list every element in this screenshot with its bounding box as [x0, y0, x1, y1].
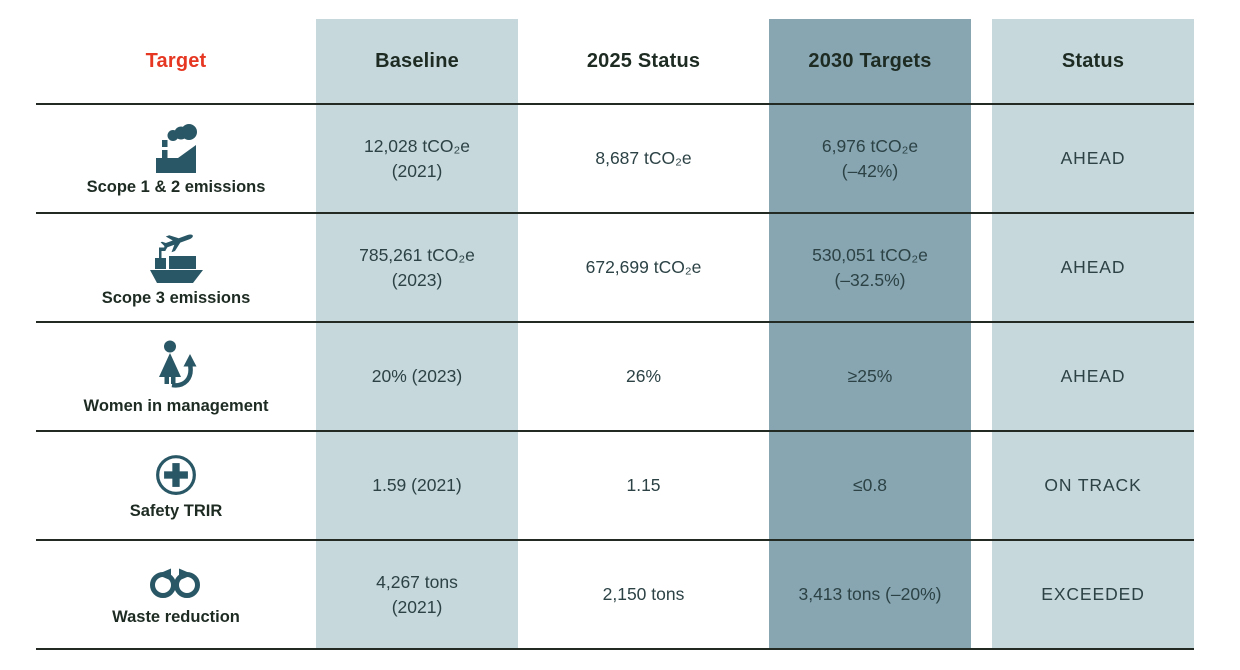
- column-header-status: Status: [992, 19, 1194, 103]
- status-2025-cell: 2,150 tons: [602, 584, 685, 605]
- status-cell: AHEAD: [992, 323, 1194, 430]
- table-row-women-in-management: Women in management 20% (2023) 26% ≥25% …: [36, 321, 1194, 430]
- baseline-cell: 1.59 (2021): [316, 432, 518, 539]
- target-cell: Safety TRIR: [36, 432, 316, 539]
- target-2030-cell: 3,413 tons (–20%): [769, 541, 971, 648]
- column-gap: [971, 19, 992, 103]
- target-cell: Women in management: [36, 323, 316, 430]
- target-label: Waste reduction: [112, 607, 240, 626]
- status-2025-cell: 8,687 tCO₂e: [595, 148, 692, 169]
- target-label: Women in management: [83, 396, 269, 415]
- column-gap: [971, 323, 992, 430]
- target-2030-cell: ≤0.8: [769, 432, 971, 539]
- table-row-waste-reduction: Waste reduction 4,267 tons (2021) 2,150 …: [36, 539, 1194, 650]
- status-cell: ON TRACK: [992, 432, 1194, 539]
- target-2030-cell: 530,051 tCO₂e (–32.5%): [769, 214, 971, 321]
- column-header-2030-targets: 2030 Targets: [769, 19, 971, 103]
- plus-circle-icon: [154, 453, 198, 497]
- ship-plane-icon: [147, 230, 205, 284]
- baseline-cell: 4,267 tons (2021): [316, 541, 518, 648]
- target-label: Safety TRIR: [129, 501, 223, 520]
- target-2030-cell: ≥25%: [769, 323, 971, 430]
- table-row-safety-trir: Safety TRIR 1.59 (2021) 1.15 ≤0.8 ON TRA…: [36, 430, 1194, 539]
- status-cell: EXCEEDED: [992, 541, 1194, 648]
- status-2025-cell: 672,699 tCO₂e: [585, 257, 702, 278]
- target-cell: Scope 1 & 2 emissions: [36, 105, 316, 212]
- column-gap: [971, 214, 992, 321]
- status-cell: AHEAD: [992, 214, 1194, 321]
- column-header-baseline: Baseline: [316, 19, 518, 103]
- table-header-row: Target Baseline 2025 Status 2030 Targets…: [36, 19, 1194, 103]
- table-row-scope-3: Scope 3 emissions 785,261 tCO₂e (2023) 6…: [36, 212, 1194, 321]
- target-cell: Scope 3 emissions: [36, 214, 316, 321]
- baseline-cell: 20% (2023): [316, 323, 518, 430]
- target-cell: Waste reduction: [36, 541, 316, 648]
- column-gap: [971, 432, 992, 539]
- status-2025-cell: 26%: [625, 366, 662, 387]
- column-header-2025-status: 2025 Status: [586, 49, 701, 72]
- column-header-target: Target: [145, 49, 207, 72]
- factory-smoke-icon: [151, 123, 201, 173]
- target-label: Scope 3 emissions: [101, 288, 251, 307]
- table-row-scope-1-2: Scope 1 & 2 emissions 12,028 tCO₂e (2021…: [36, 103, 1194, 212]
- baseline-cell: 785,261 tCO₂e (2023): [316, 214, 518, 321]
- column-gap: [971, 541, 992, 648]
- baseline-cell: 12,028 tCO₂e (2021): [316, 105, 518, 212]
- status-cell: AHEAD: [992, 105, 1194, 212]
- loop-arrows-icon: [146, 565, 206, 603]
- person-arrow-icon: [153, 340, 199, 392]
- target-2030-cell: 6,976 tCO₂e (–42%): [769, 105, 971, 212]
- target-label: Scope 1 & 2 emissions: [86, 177, 266, 196]
- column-gap: [971, 105, 992, 212]
- targets-table: Target Baseline 2025 Status 2030 Targets…: [36, 19, 1194, 650]
- status-2025-cell: 1.15: [626, 475, 661, 496]
